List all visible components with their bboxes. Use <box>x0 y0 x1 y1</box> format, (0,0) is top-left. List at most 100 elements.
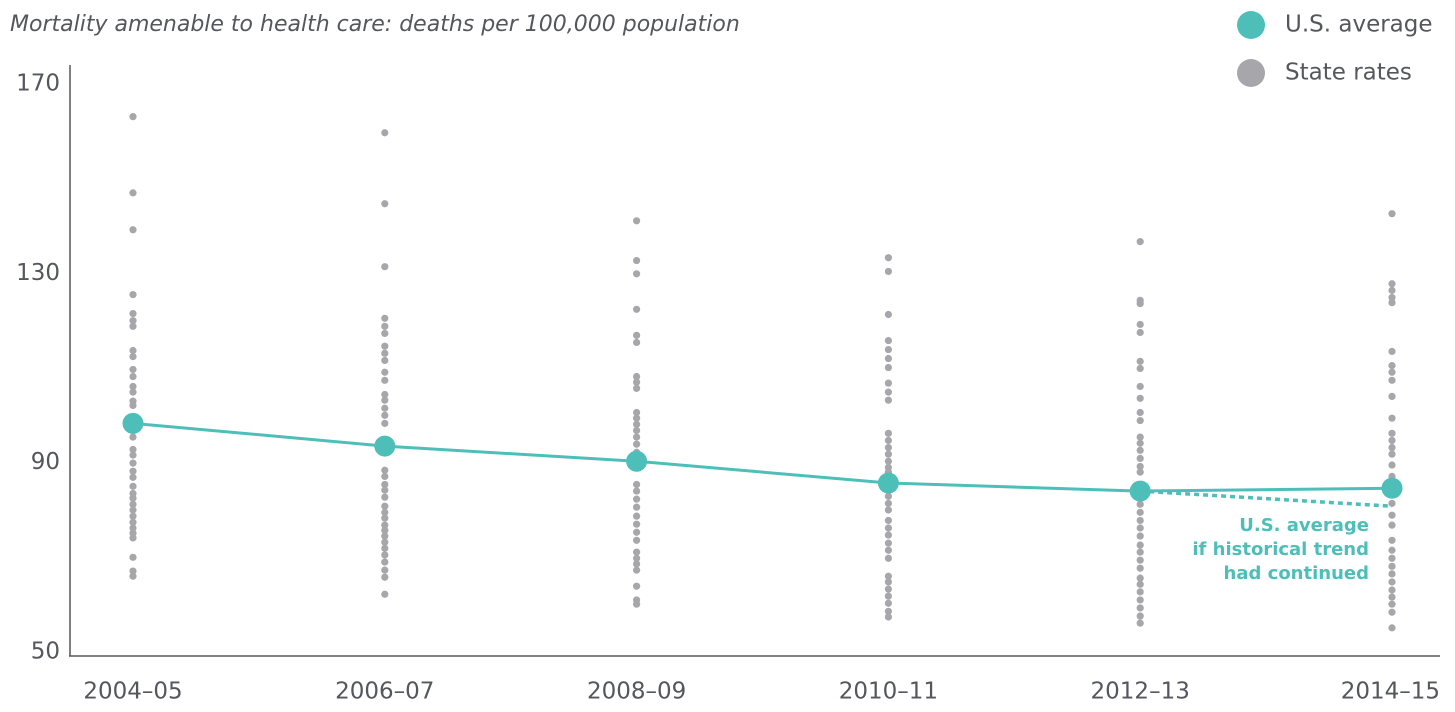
state-dot <box>1136 548 1144 556</box>
state-dot <box>884 585 893 593</box>
state-dot <box>1388 600 1396 608</box>
state-dot <box>129 451 137 459</box>
state-dot <box>884 492 893 500</box>
state-dot <box>1388 376 1396 384</box>
state-dot <box>884 363 893 372</box>
state-dot <box>381 129 389 137</box>
state-dot <box>129 372 137 381</box>
state-dot <box>381 538 389 546</box>
state-dot <box>884 396 893 404</box>
state-dot <box>1388 414 1396 422</box>
state-dot <box>633 426 641 435</box>
state-dot <box>633 495 641 503</box>
state-dot <box>129 365 137 374</box>
legend-swatch <box>1237 59 1265 87</box>
state-dot <box>381 314 389 322</box>
state-dot <box>1388 429 1396 437</box>
state-dot <box>381 566 389 574</box>
state-dot <box>1136 357 1144 365</box>
state-dot <box>1388 578 1396 586</box>
state-dot <box>1136 612 1144 620</box>
state-dot <box>129 401 137 409</box>
state-dot <box>129 433 137 441</box>
state-dot <box>633 548 641 556</box>
state-dot <box>884 354 893 363</box>
state-dot <box>381 404 389 412</box>
state-dot <box>129 567 137 575</box>
state-dot <box>1388 624 1396 632</box>
state-dot <box>884 516 893 525</box>
state-dot <box>884 531 893 539</box>
state-dot <box>1388 586 1396 594</box>
state-dot <box>884 429 893 437</box>
us-average-line <box>132 421 1393 493</box>
state-dot <box>1136 500 1144 508</box>
us-average-point <box>626 450 648 472</box>
us-average-point <box>877 472 899 494</box>
state-dot <box>1136 508 1144 516</box>
state-dot <box>1388 210 1396 218</box>
state-dot <box>381 508 389 516</box>
state-dot <box>633 217 641 225</box>
y-tick-label: 50 <box>31 639 60 665</box>
x-tick-label: 2010–11 <box>839 679 938 705</box>
state-dot <box>884 450 893 458</box>
state-dot <box>129 226 137 234</box>
state-dot <box>1136 580 1144 588</box>
state-dot <box>381 200 389 208</box>
state-dot <box>1136 328 1144 337</box>
state-dot <box>129 322 137 330</box>
state-dot <box>884 457 893 465</box>
state-dot <box>1136 468 1144 476</box>
state-dot <box>1136 532 1144 540</box>
state-dot <box>633 440 641 448</box>
state-dot <box>1388 461 1396 469</box>
state-dot <box>129 467 137 475</box>
state-dot <box>1388 293 1396 302</box>
y-tick-label: 170 <box>16 71 60 97</box>
state-dot <box>129 309 137 318</box>
state-dot <box>633 487 641 495</box>
state-dot <box>1388 593 1396 601</box>
state-dot <box>129 291 137 299</box>
state-dot <box>381 263 389 271</box>
state-dot <box>1136 462 1144 471</box>
state-dot <box>1388 368 1396 376</box>
state-dot <box>381 472 389 480</box>
state-dot <box>884 546 893 554</box>
state-dot <box>129 346 137 355</box>
state-dot <box>1388 554 1396 562</box>
state-dot <box>633 520 641 528</box>
state-dot <box>633 338 641 347</box>
x-tick-label: 2014–15 <box>1341 679 1440 705</box>
state-dot <box>1388 286 1396 294</box>
state-dot <box>1136 364 1144 373</box>
state-dot <box>129 572 137 580</box>
legend-swatch <box>1237 11 1265 39</box>
state-dot <box>633 566 641 574</box>
state-dot <box>884 613 893 621</box>
state-dot <box>633 433 641 441</box>
state-dot <box>1388 570 1396 578</box>
state-dot <box>129 317 137 325</box>
state-dot <box>633 378 641 386</box>
state-dot <box>884 310 893 319</box>
state-dot <box>1136 574 1144 582</box>
x-tick-label: 2006–07 <box>335 679 434 705</box>
state-dot <box>1136 446 1144 454</box>
trend-annotation: had continued <box>1224 563 1369 584</box>
state-dot <box>1136 300 1144 308</box>
state-dot <box>129 473 137 481</box>
state-dot <box>381 532 389 540</box>
state-dot <box>381 526 389 534</box>
state-dot <box>381 419 389 427</box>
state-dot <box>1136 596 1144 604</box>
state-dot <box>1388 280 1396 288</box>
state-dot <box>129 524 137 532</box>
state-dot <box>633 372 641 381</box>
state-dot <box>1388 436 1396 445</box>
state-dot <box>1136 416 1144 425</box>
state-dot <box>129 506 137 514</box>
state-dot <box>381 486 389 494</box>
